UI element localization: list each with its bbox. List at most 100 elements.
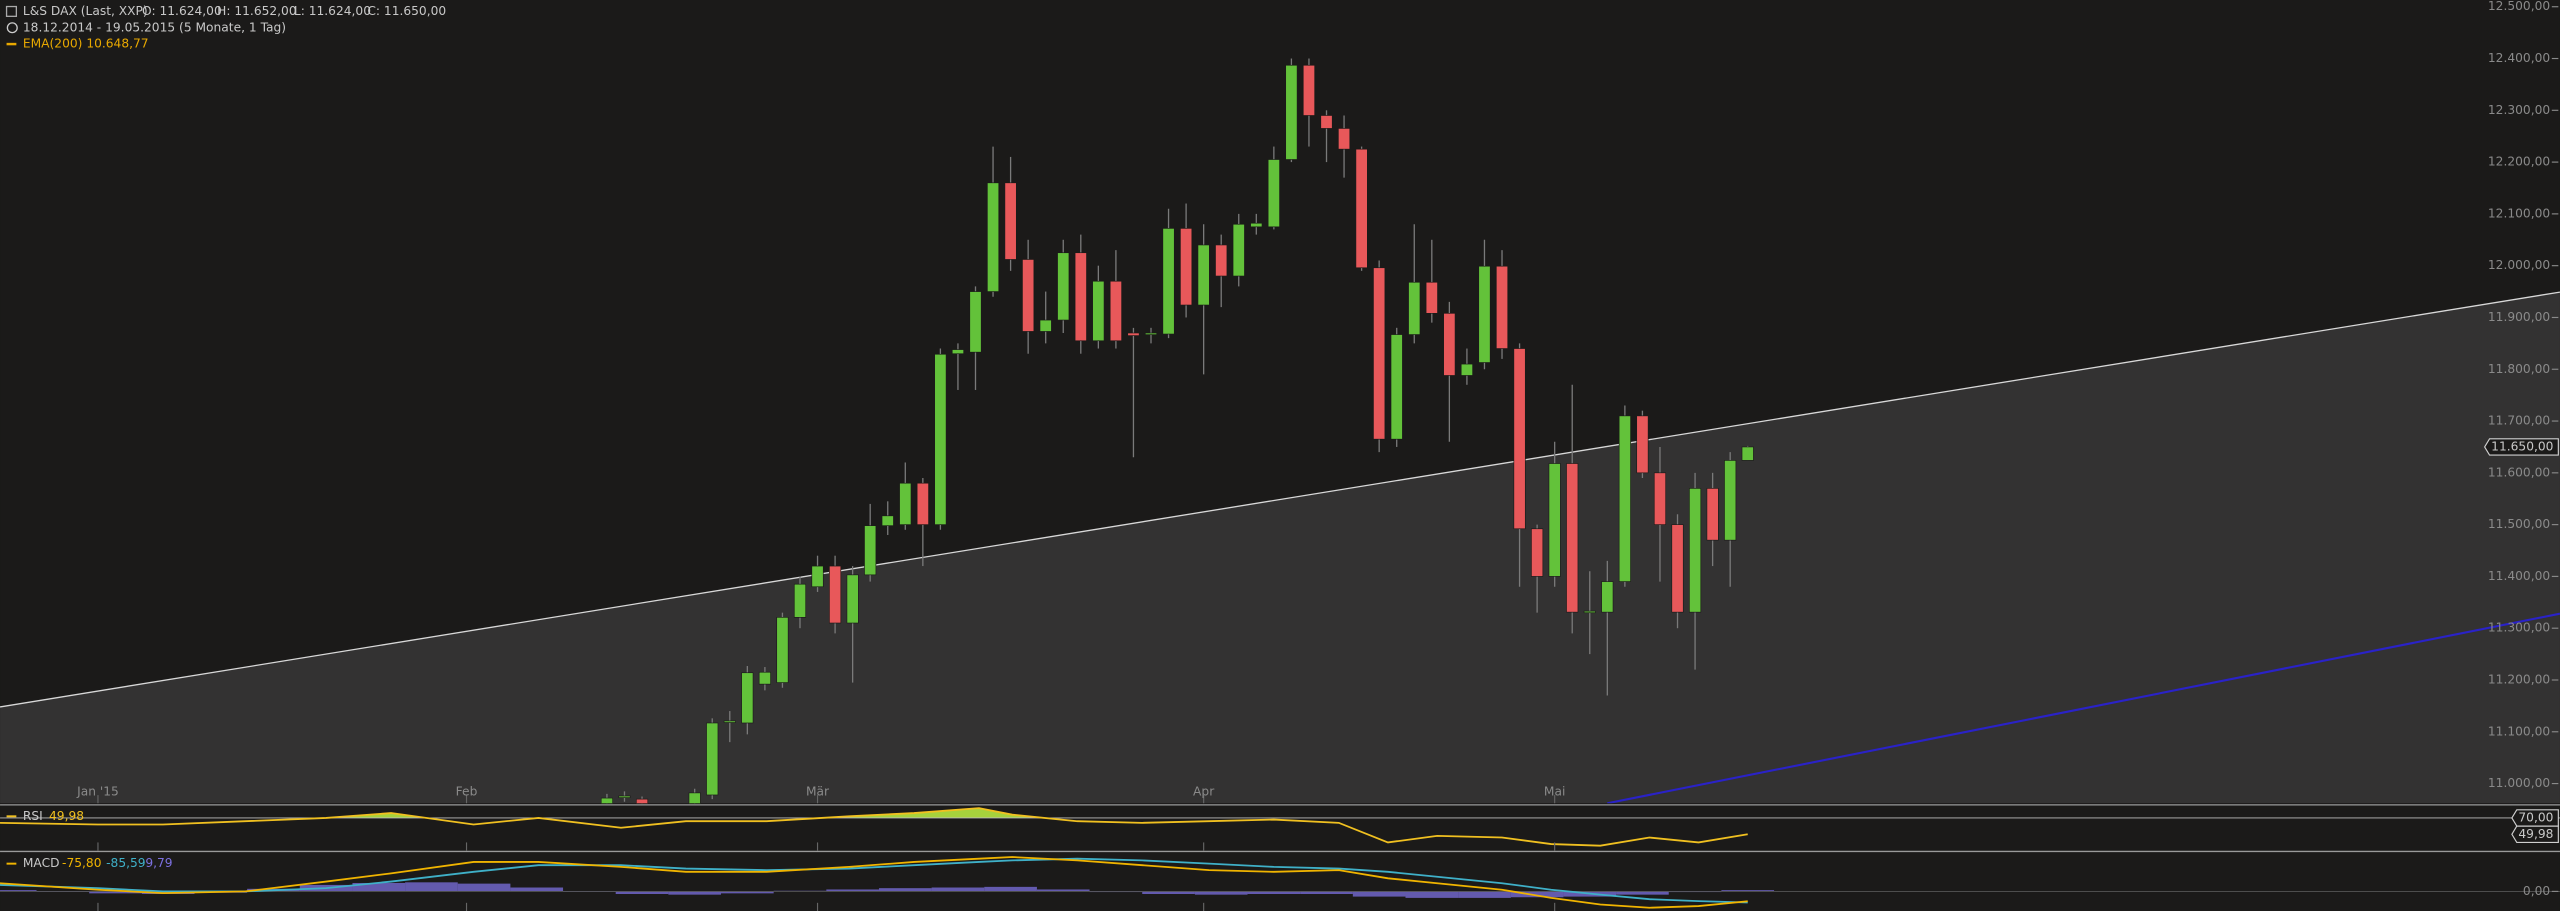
clock-icon — [6, 22, 18, 34]
candle-body — [1022, 259, 1035, 332]
y-tick-label: 12.400,00 — [2488, 51, 2550, 65]
candle-body — [1373, 267, 1386, 440]
y-tick-label: 12.300,00 — [2488, 103, 2550, 117]
ohlc-label: L: 11.624,00 — [294, 4, 371, 18]
x-tick-label: Jan '15 — [76, 784, 119, 798]
trend-line — [0, 291, 2560, 708]
candle-body — [1636, 415, 1649, 474]
axis-value-label: 70,00 — [2518, 810, 2553, 824]
candle-body — [1495, 265, 1509, 349]
histogram-bar — [352, 882, 406, 892]
histogram-bar — [1036, 889, 1090, 892]
y-tick-label: 12.000,00 — [2488, 258, 2550, 272]
candle-body — [1548, 463, 1561, 577]
candle-body — [1180, 228, 1193, 306]
candle-body — [1302, 64, 1315, 116]
candle-body — [1092, 280, 1105, 342]
y-tick-label: 12.500,00 — [2488, 0, 2550, 13]
candle-body — [987, 182, 1000, 292]
candle-body — [1390, 334, 1403, 440]
candle-body — [1232, 223, 1245, 277]
histogram-bar — [0, 890, 37, 892]
header: L&S DAX (Last, XXP) O: 11.624,00 H: 11.6… — [5, 4, 446, 870]
candle-body — [776, 616, 789, 683]
x-tick-label: Feb — [456, 784, 478, 798]
y-tick-label: 11.100,00 — [2488, 724, 2550, 738]
candle-body — [618, 795, 631, 798]
x-tick-label: Mär — [806, 784, 830, 798]
axis-layer: Jan '15 Feb Mär Apr Mai 11.000,00 11.100,00 11.… — [76, 0, 2559, 911]
histogram-bar — [721, 891, 774, 894]
candle-body — [1197, 244, 1210, 306]
candle-body — [969, 291, 982, 353]
histogram-bar — [457, 883, 511, 892]
macd-value: -75,80 — [62, 856, 101, 870]
candle-body — [1443, 312, 1456, 376]
candle-body — [1267, 159, 1280, 228]
date-range: 18.12.2014 - 19.05.2015 (5 Monate, 1 Tag… — [23, 20, 286, 34]
rsi-value: 49,98 — [49, 809, 84, 823]
candle-body — [723, 720, 736, 723]
candle-body — [635, 798, 649, 804]
rsi-title: RSI — [23, 809, 43, 823]
axis-value-box — [2511, 809, 2559, 827]
histogram-bar — [1194, 891, 1248, 895]
candle-body — [1513, 348, 1526, 530]
candle-body — [1250, 222, 1263, 228]
macd-title: MACD — [23, 856, 60, 870]
histogram-bar — [826, 889, 879, 892]
candle-body — [1320, 115, 1333, 129]
x-tick-label: Mai — [1544, 784, 1565, 798]
instrument-title: L&S DAX (Last, XXP) — [23, 4, 148, 18]
candle-body — [864, 525, 877, 576]
candle-body — [1671, 524, 1684, 613]
trend-area — [0, 292, 2560, 804]
histogram-bar — [1247, 891, 1301, 895]
histogram-bar — [1300, 891, 1353, 895]
histogram-bar — [931, 887, 985, 892]
histogram-bar — [1405, 891, 1459, 898]
candle-body — [1724, 460, 1737, 541]
signal-value: -85,59 — [106, 856, 145, 870]
histogram-bar — [1352, 891, 1406, 897]
y-tick-label: 11.700,00 — [2488, 414, 2550, 428]
y-tick-label: 11.600,00 — [2488, 465, 2550, 479]
y-tick-label: 11.900,00 — [2488, 310, 2550, 324]
indicator-label: EMA(200) 10.648,77 — [23, 37, 149, 51]
histogram-value: 9,79 — [145, 856, 172, 870]
histogram-bar — [878, 888, 932, 892]
candle-body — [1689, 488, 1702, 613]
candle-body — [758, 671, 771, 685]
candle-body — [1039, 319, 1052, 332]
histogram-bar — [1142, 891, 1195, 895]
y-tick-label: 12.200,00 — [2488, 155, 2550, 169]
candle-body — [1144, 332, 1158, 335]
y-tick-label: 11.800,00 — [2488, 362, 2550, 376]
y-tick-label: 11.300,00 — [2488, 621, 2550, 635]
candle-body — [881, 515, 894, 526]
x-tick-label: Apr — [1193, 784, 1215, 798]
candle-body — [811, 565, 824, 588]
candle-body — [741, 672, 754, 724]
histogram-bar — [510, 887, 564, 892]
histogram-bar — [615, 891, 669, 895]
candle-body — [1425, 281, 1438, 314]
axis-value-box — [2483, 438, 2559, 456]
candle-body — [1408, 281, 1421, 335]
histogram-bar — [1510, 891, 1564, 898]
histogram-bar — [1721, 890, 1775, 892]
candle-body — [829, 565, 842, 624]
candle-body — [1162, 228, 1175, 335]
y-tick-label: 12.100,00 — [2488, 206, 2550, 220]
candle-body — [1653, 472, 1667, 525]
trend-line — [1607, 612, 2560, 804]
y-tick-label: 11.500,00 — [2488, 517, 2550, 531]
y-tick-label: 0,00 — [2523, 884, 2550, 898]
candle-body — [600, 797, 613, 804]
y-tick-label: 11.200,00 — [2488, 672, 2550, 686]
histogram-bar — [405, 882, 458, 892]
histogram-bar — [668, 891, 722, 895]
candle-body — [1215, 244, 1228, 277]
